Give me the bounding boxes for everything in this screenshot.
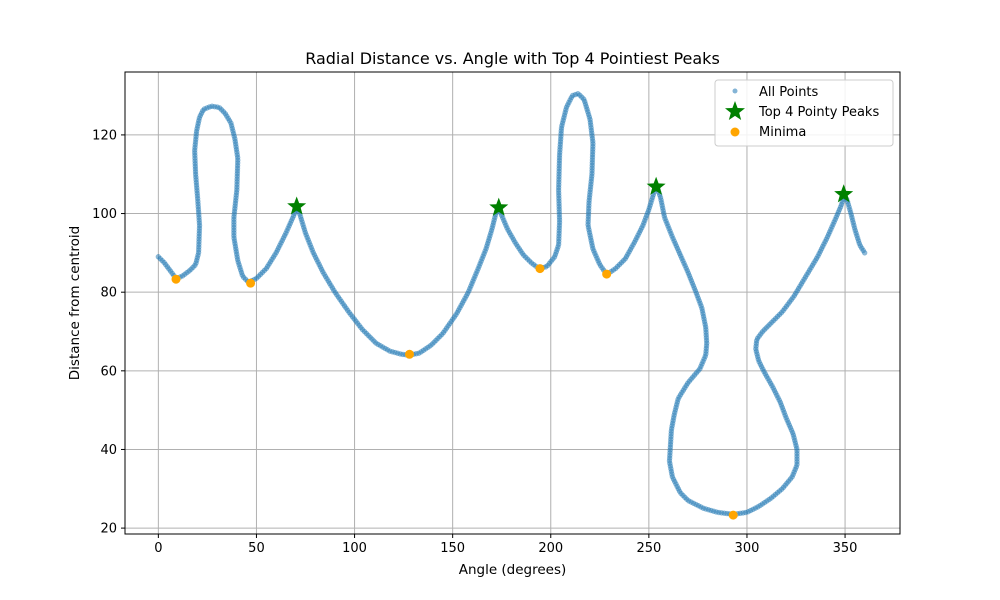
x-tick-label: 150 — [440, 541, 465, 556]
legend-marker-minima — [730, 127, 740, 137]
peak-star — [646, 176, 666, 195]
y-tick-label: 40 — [100, 443, 117, 458]
peak-star — [489, 197, 509, 216]
x-tick-label: 300 — [735, 541, 760, 556]
grid — [125, 72, 900, 534]
legend-marker-all-points — [732, 88, 738, 94]
peak-star — [834, 184, 854, 203]
legend-label-minima: Minima — [759, 125, 806, 140]
x-axis-label: Angle (degrees) — [459, 562, 567, 578]
y-tick-label: 20 — [100, 522, 117, 537]
legend: All Points Top 4 Pointy Peaks Minima — [714, 79, 894, 147]
minima-point — [728, 510, 738, 520]
legend-label-all-points: All Points — [759, 85, 819, 100]
peak-star — [287, 196, 307, 215]
x-tick-label: 50 — [248, 541, 265, 556]
minima-point — [171, 274, 181, 284]
plot-data — [155, 90, 868, 520]
legend-marker-peaks — [725, 101, 745, 120]
ticks: 0 50 100 150 200 250 300 350 20 40 60 80 100 120 — [92, 128, 857, 556]
y-tick-label: 60 — [100, 364, 117, 379]
data-point — [861, 250, 868, 256]
minima-point — [535, 264, 545, 274]
axes-frame — [124, 71, 901, 535]
minima-point — [404, 349, 414, 359]
legend-label-peaks: Top 4 Pointy Peaks — [758, 105, 879, 120]
legend-box — [714, 79, 894, 147]
y-tick-label: 120 — [92, 128, 117, 143]
x-tick-label: 250 — [636, 541, 661, 556]
series-minima — [171, 264, 738, 520]
x-tick-label: 100 — [342, 541, 367, 556]
chart-title: Radial Distance vs. Angle with Top 4 Poi… — [305, 49, 720, 68]
x-tick-label: 200 — [538, 541, 563, 556]
series-all-points — [155, 90, 868, 517]
x-tick-label: 350 — [833, 541, 858, 556]
minima-point — [602, 269, 612, 279]
y-tick-label: 80 — [100, 286, 117, 301]
y-axis-label: Distance from centroid — [67, 226, 83, 380]
series-peaks — [287, 176, 854, 216]
y-tick-label: 100 — [92, 207, 117, 222]
x-tick-label: 0 — [154, 541, 162, 556]
minima-point — [246, 278, 256, 288]
